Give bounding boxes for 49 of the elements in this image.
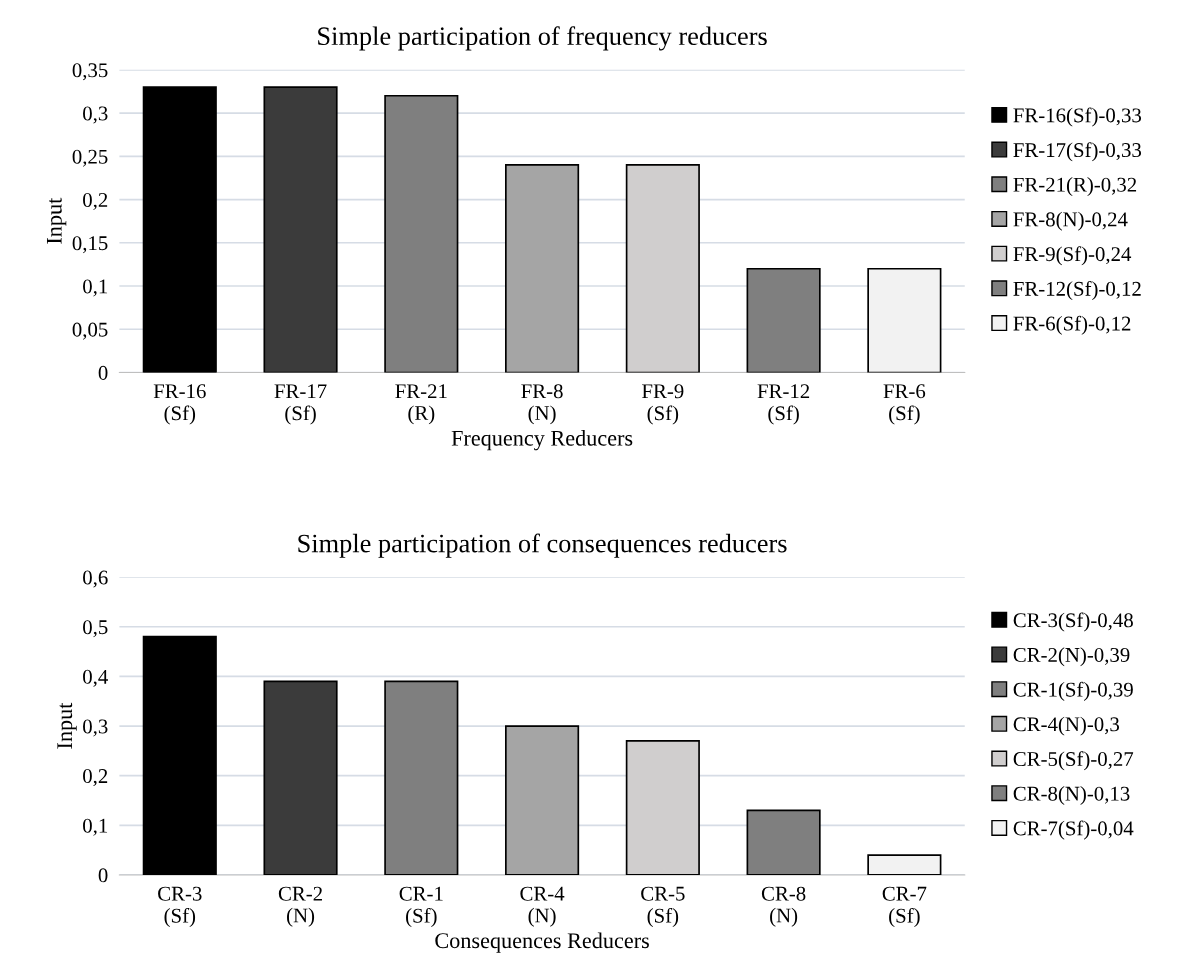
x-tick-label: CR-5 (Sf)	[641, 886, 685, 927]
legend-label: CR-3(Sf)-0,48	[1013, 612, 1133, 632]
y-tick-label: 0,1	[83, 279, 108, 297]
y-tick-label: 0,3	[83, 719, 108, 737]
y-tick-label: 0	[98, 868, 108, 883]
x-tick-label: CR-7 (Sf)	[882, 886, 927, 927]
chart-title: Simple participation of frequency reducers	[318, 26, 767, 51]
x-tick-label: CR-8 (N)	[761, 886, 806, 927]
legend-label: CR-2(N)-0,39	[1013, 647, 1130, 667]
x-tick-label: CR-3 (Sf)	[158, 886, 202, 927]
y-tick-label: 0,2	[83, 769, 108, 787]
x-tick-label: FR-6 (Sf)	[883, 384, 926, 425]
y-axis-title: Input	[57, 702, 77, 749]
y-tick-label: 0,1	[83, 818, 108, 836]
x-tick-label: FR-12 (Sf)	[757, 384, 810, 425]
legend-label: CR-7(Sf)-0,04	[1013, 820, 1134, 840]
y-tick-label: 0,5	[83, 620, 108, 638]
x-axis-title: Consequences Reducers	[435, 932, 649, 953]
legend-label: CR-4(N)-0,3	[1013, 716, 1120, 736]
legend-label: FR-21(R)-0,32	[1013, 177, 1137, 196]
y-tick-label: 0	[98, 365, 108, 380]
x-tick-label: CR-4 (N)	[520, 886, 565, 927]
x-tick-label: FR-21 (R)	[395, 384, 447, 425]
y-tick-label: 0,35	[72, 63, 108, 81]
x-tick-label: FR-9 (Sf)	[642, 384, 684, 425]
y-tick-label: 0,15	[72, 236, 108, 254]
legend-label: FR-8(N)-0,24	[1013, 211, 1128, 231]
y-tick-label: 0,05	[72, 322, 108, 340]
x-axis-title: Frequency Reducers	[451, 430, 633, 451]
x-tick-label: CR-1 (Sf)	[399, 886, 443, 927]
chart-title: Simple participation of consequences reducers	[298, 533, 787, 558]
legend-label: FR-17(Sf)-0,33	[1013, 142, 1142, 162]
y-tick-label: 0,6	[83, 570, 108, 588]
legend-label: CR-1(Sf)-0,39	[1013, 681, 1133, 701]
y-tick-label: 0,2	[83, 192, 108, 210]
y-tick-label: 0,3	[83, 106, 108, 124]
legend-label: FR-16(Sf)-0,33	[1013, 107, 1142, 127]
legend-label: FR-6(Sf)-0,12	[1013, 315, 1131, 335]
y-tick-label: 0,4	[83, 669, 108, 687]
x-tick-label: CR-2 (N)	[278, 886, 322, 927]
x-tick-label: FR-17 (Sf)	[274, 384, 327, 425]
legend-label: CR-5(Sf)-0,27	[1013, 751, 1134, 771]
y-axis-title: Input	[46, 197, 67, 244]
y-tick-label: 0,25	[72, 149, 108, 167]
x-tick-label: FR-16 (Sf)	[153, 384, 206, 425]
legend-label: FR-9(Sf)-0,24	[1013, 246, 1132, 266]
legend-label: CR-8(N)-0,13	[1013, 786, 1130, 805]
legend-label: FR-12(Sf)-0,12	[1013, 280, 1141, 301]
x-tick-label: FR-8 (N)	[521, 384, 563, 425]
